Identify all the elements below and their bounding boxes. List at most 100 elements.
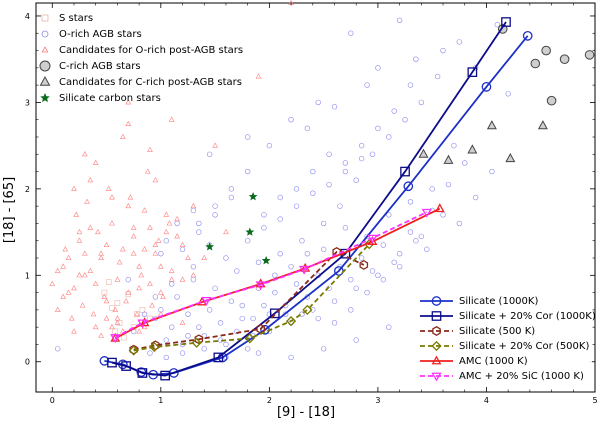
data-point xyxy=(310,190,316,196)
data-point xyxy=(190,272,197,278)
data-point xyxy=(546,95,557,106)
data-point xyxy=(315,99,321,106)
model-point xyxy=(160,370,171,381)
data-point xyxy=(158,307,164,313)
y-tick-label: 2 xyxy=(25,185,30,194)
series-candidates-for-o-rich-post-agb-stars xyxy=(497,24,595,106)
data-point xyxy=(87,224,94,230)
data-point xyxy=(76,237,83,243)
legend-marker-silicate-500-k xyxy=(432,326,441,336)
data-point xyxy=(139,307,146,313)
model-point xyxy=(194,334,204,345)
data-point xyxy=(391,259,397,266)
data-point xyxy=(103,241,110,248)
data-point xyxy=(369,268,376,274)
data-point xyxy=(293,281,300,287)
axis-ticks: 0 1 2 3 4 5 0 1 2 3 4 xyxy=(25,3,598,405)
data-point xyxy=(179,350,186,356)
data-point xyxy=(304,125,311,132)
data-point xyxy=(144,168,151,174)
model-point xyxy=(110,334,121,344)
y-axis-label: [18] - [65] xyxy=(2,177,17,243)
data-point xyxy=(201,333,207,339)
legend-marker-candidates-for-o-rich-post-agb-stars xyxy=(39,60,51,72)
data-point xyxy=(310,168,316,175)
data-point xyxy=(320,220,327,227)
data-point xyxy=(288,354,294,361)
model-point xyxy=(481,82,492,92)
data-point xyxy=(114,300,121,306)
data-point xyxy=(386,134,392,140)
data-point xyxy=(353,337,359,343)
data-point xyxy=(342,160,349,166)
data-point xyxy=(228,186,235,192)
data-point xyxy=(451,142,457,149)
data-point xyxy=(212,212,218,218)
model-point xyxy=(255,278,266,288)
data-point xyxy=(505,152,516,163)
data-point xyxy=(155,237,162,243)
model-point xyxy=(121,361,131,371)
data-point xyxy=(293,186,300,192)
data-point xyxy=(505,91,511,97)
model-amc-20-sic-1000-k xyxy=(110,208,432,344)
data-point xyxy=(424,246,430,253)
data-point xyxy=(212,142,218,148)
data-point xyxy=(288,263,294,270)
data-point xyxy=(116,259,123,265)
data-point xyxy=(147,350,153,356)
legend-marker-amc-1000-k xyxy=(431,355,442,365)
data-point xyxy=(206,307,213,313)
data-point xyxy=(168,281,175,287)
legend-marker-o-rich-agb-stars xyxy=(41,30,49,38)
data-point xyxy=(196,324,202,330)
data-point xyxy=(407,229,414,235)
series-c-rich-agb-stars xyxy=(49,0,294,338)
legend-label-s-stars: S stars xyxy=(59,13,93,24)
data-point xyxy=(109,323,115,330)
plot-frame xyxy=(35,2,596,393)
data-point xyxy=(114,276,121,282)
data-point xyxy=(109,220,115,226)
data-point xyxy=(103,315,110,321)
data-point xyxy=(234,268,240,274)
data-point xyxy=(147,224,153,230)
legend-label-silicate-cor-1000k: Silicate + 20% Cor (1000K) xyxy=(459,311,596,322)
data-point xyxy=(65,289,72,295)
data-point xyxy=(223,255,229,261)
data-point xyxy=(391,108,397,114)
data-point xyxy=(163,211,170,217)
data-point xyxy=(244,134,251,140)
data-point xyxy=(101,289,108,296)
legend-label-silicate-1000k: Silicate (1000K) xyxy=(459,296,538,307)
data-point xyxy=(95,228,101,235)
data-point xyxy=(73,211,80,217)
data-point xyxy=(152,294,159,300)
model-point xyxy=(400,166,410,177)
model-line xyxy=(111,21,507,377)
data-point xyxy=(81,151,88,157)
data-point xyxy=(326,151,332,157)
data-point xyxy=(136,285,142,291)
data-point xyxy=(125,276,131,283)
data-point xyxy=(272,272,278,278)
data-point xyxy=(166,220,173,226)
data-point xyxy=(472,194,479,201)
data-point xyxy=(413,238,419,244)
x-tick-label: 5 xyxy=(592,396,597,405)
x-axis-label: [9] - [18] xyxy=(277,405,335,420)
data-point xyxy=(190,276,197,283)
data-point xyxy=(68,315,75,321)
model-point xyxy=(213,352,224,363)
data-point xyxy=(250,315,256,322)
scatter-layer xyxy=(49,0,595,361)
legend-marker-silicate-carbon-stars xyxy=(40,92,50,103)
data-point xyxy=(157,289,164,295)
data-point xyxy=(494,21,501,28)
data-point xyxy=(90,310,97,317)
data-point xyxy=(261,212,267,218)
data-point xyxy=(489,168,495,175)
x-tick-label: 3 xyxy=(375,396,380,405)
data-point xyxy=(160,293,166,299)
